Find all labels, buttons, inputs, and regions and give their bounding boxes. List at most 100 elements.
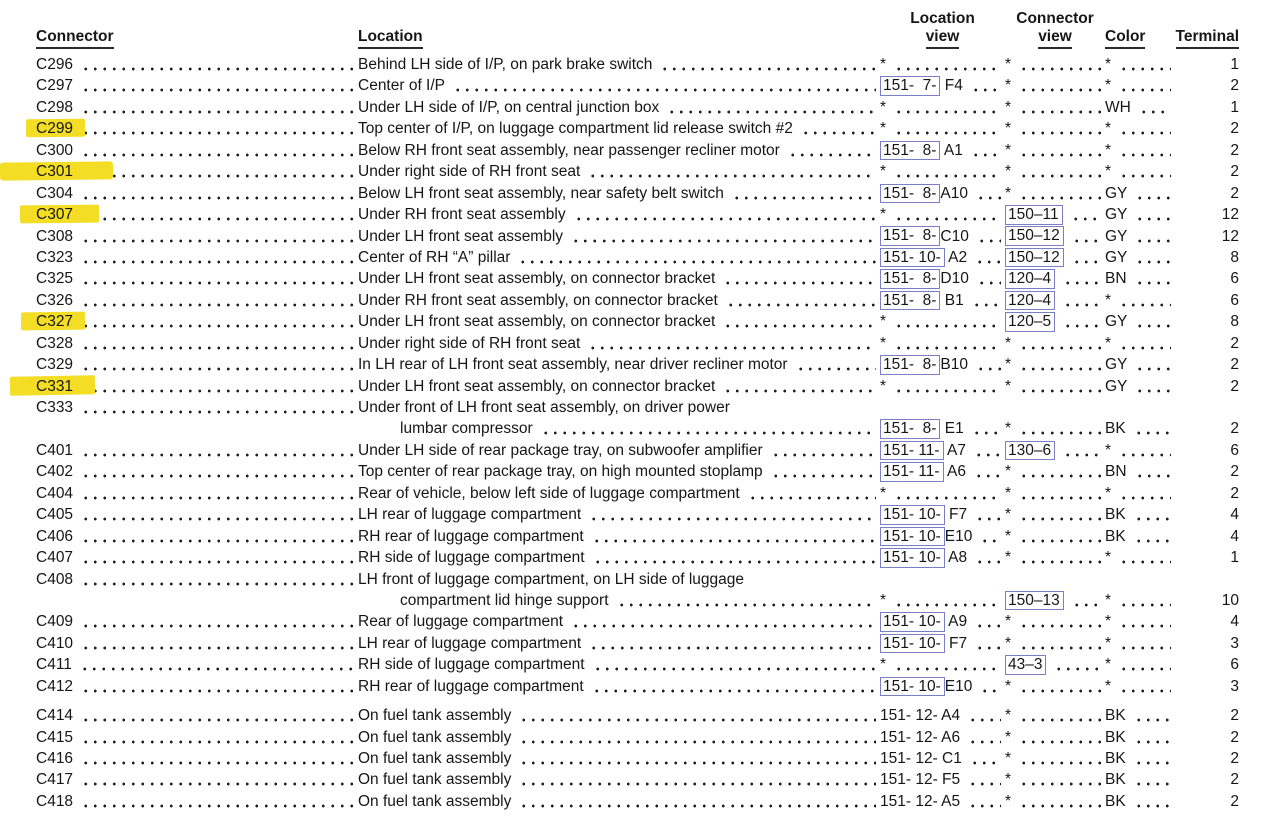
color-code: BK (1105, 506, 1126, 524)
dot-leader (746, 482, 876, 505)
grid-reference: E10 (944, 527, 973, 545)
location-text: Under LH side of rear package tray, on s… (358, 441, 763, 459)
connector-cell: C299 (36, 118, 358, 140)
dot-leader (1018, 705, 1101, 727)
color-code: * (1105, 141, 1112, 159)
color-code: * (1105, 77, 1112, 95)
connector-id: C326 (36, 291, 74, 309)
connector-view-cell: 130–6 (1005, 439, 1105, 462)
color-code: * (1105, 677, 1112, 695)
connector-view-cell: * (1005, 705, 1105, 727)
table-row: C411 RH side of luggage compartment * 43–3 *… (36, 654, 1259, 676)
connector-view-cell: 120–4 (1005, 289, 1105, 312)
location-view-cell: 151- 10- A9 (880, 611, 1005, 633)
color-code: BK (1105, 792, 1126, 810)
color-code: GY (1105, 248, 1128, 266)
location-text: Top center of I/P, on luggage compartmen… (358, 120, 793, 138)
terminal-cell: 6 (1230, 441, 1239, 459)
location-cell: Under RH front seat assembly (358, 204, 880, 226)
location-cell: RH rear of luggage compartment (358, 525, 880, 548)
dot-leader (1018, 726, 1101, 748)
location-text: On fuel tank assembly (358, 707, 512, 725)
terminal-cell: 8 (1230, 313, 1239, 331)
asterisk-placeholder: * (1005, 98, 1012, 116)
figure-reference-box: 151- 10- (880, 247, 945, 268)
connector-view-cell: 150–12 (1005, 246, 1105, 269)
terminal-cell: 2 (1230, 792, 1239, 810)
terminal-cell: 2 (1230, 420, 1239, 438)
dot-leader (80, 268, 354, 290)
color-cell: * (1105, 482, 1175, 505)
table-row: C298 Under LH side of I/P, on central jun… (36, 96, 1259, 119)
connector-view-cell: * (1005, 504, 1105, 526)
location-cell: Under LH front seat assembly, on connect… (358, 375, 880, 397)
color-code: * (1105, 291, 1112, 309)
color-code: * (1105, 656, 1112, 674)
asterisk-placeholder: * (1005, 120, 1012, 138)
asterisk-placeholder: * (880, 591, 887, 609)
dot-leader (1118, 161, 1171, 183)
dot-leader (80, 311, 354, 333)
connector-view-cell: 150–11 (1005, 204, 1105, 226)
connector-cell: C301 (36, 161, 358, 183)
location-cell: Under front of LH front seat assembly, o… (358, 397, 880, 418)
dot-leader (1134, 354, 1171, 376)
color-code: GY (1105, 227, 1128, 245)
color-code: BN (1105, 463, 1127, 481)
dot-leader (975, 225, 1001, 247)
color-code: * (1105, 591, 1112, 609)
color-code: * (1105, 549, 1112, 567)
dot-leader (1132, 726, 1171, 748)
figure-reference-box: 120–5 (1005, 312, 1056, 332)
connector-view-cell: * (1005, 482, 1105, 505)
figure-reference-box: 43–3 (1005, 655, 1047, 675)
dot-leader (1018, 375, 1101, 397)
dot-leader (786, 139, 876, 162)
location-cell: compartment lid hinge support (358, 589, 880, 612)
asterisk-placeholder: * (880, 334, 887, 352)
connector-view-cell: * (1005, 547, 1105, 569)
connector-cell: C417 (36, 769, 358, 791)
dot-leader (979, 525, 1001, 548)
table-row: C405 LH rear of luggage compartment 151- 1… (36, 504, 1259, 526)
dot-leader (799, 118, 876, 140)
connector-id: C402 (36, 463, 74, 481)
table-row: C329 In LH rear of LH front seat assembly… (36, 354, 1259, 376)
connector-id: C410 (36, 634, 74, 652)
dot-leader (80, 139, 354, 162)
table-row: C401 Under LH side of rear package tray, … (36, 439, 1259, 462)
location-text: Under LH front seat assembly, on connect… (358, 377, 716, 395)
asterisk-placeholder: * (1005, 707, 1012, 725)
connector-view-cell: * (1005, 525, 1105, 548)
dot-leader (969, 139, 1001, 162)
grid-reference: D10 (940, 270, 969, 288)
dot-leader (1018, 675, 1101, 698)
dot-leader (1118, 589, 1171, 612)
dot-leader (974, 632, 1001, 655)
color-cell: * (1105, 547, 1175, 569)
connector-cell: C328 (36, 332, 358, 355)
location-view-cell: 151- 12- A5 (880, 790, 1005, 813)
location-text: Under front of LH front seat assembly, o… (358, 399, 730, 416)
dot-leader (1062, 268, 1101, 290)
terminal-cell: 2 (1230, 163, 1239, 181)
location-text: LH front of luggage compartment, on LH s… (358, 570, 745, 588)
dot-leader (1137, 96, 1171, 119)
column-header-location-view: Location view (880, 10, 1005, 49)
location-cell: LH front of luggage compartment, on LH s… (358, 569, 880, 590)
location-cell: On fuel tank assembly (358, 726, 880, 748)
location-text-line2: lumbar compressor (400, 420, 533, 438)
grid-reference: A9 (944, 613, 968, 631)
dot-leader (1018, 748, 1101, 770)
dot-leader (1018, 332, 1101, 355)
color-cell: * (1105, 611, 1175, 633)
figure-reference-box: 151- 8- (880, 290, 941, 311)
color-cell: GY (1105, 375, 1175, 397)
location-view-cell: * (880, 332, 1005, 355)
connector-id: C328 (36, 334, 74, 352)
table-row: C323 Center of RH “A” pillar 151- 10- A2 15… (36, 246, 1259, 269)
connector-cell: C408 (36, 568, 358, 590)
location-view-cell: 151- 8- A1 (880, 139, 1005, 162)
dot-leader (973, 461, 1001, 483)
table-row: C409 Rear of luggage compartment 151- 10- … (36, 611, 1259, 633)
